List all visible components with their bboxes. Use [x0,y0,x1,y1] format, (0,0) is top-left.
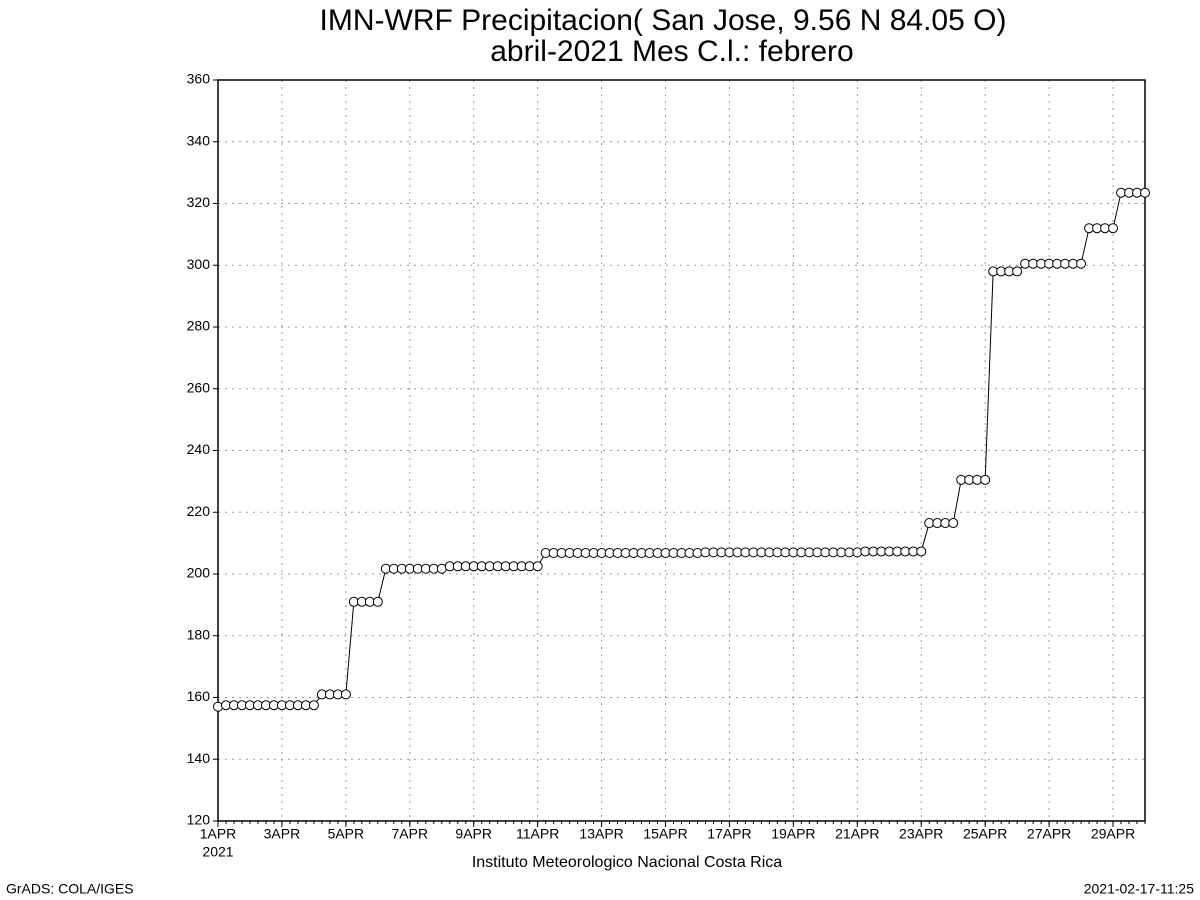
y-tick-label: 160 [187,688,211,704]
chart-title: IMN-WRF Precipitacion( San Jose, 9.56 N … [320,4,1007,37]
x-tick-label: 19APR [771,826,815,842]
footer-right: 2021-02-17-11:25 [1084,881,1194,897]
x-tick-label: 11APR [516,826,559,842]
y-tick-label: 360 [187,71,211,87]
data-point [1108,223,1119,234]
x-tick-label: 13APR [579,826,623,842]
x-tick-label: 25APR [963,826,1007,842]
data-point [980,474,991,485]
y-tick-label: 140 [187,750,211,766]
plot-frame [217,79,1146,822]
y-tick-label: 240 [187,441,211,457]
x-tick-label: 23APR [899,826,943,842]
caption: Instituto Meteorologico Nacional Costa R… [472,854,782,871]
data-point [1076,258,1087,269]
data-point [948,518,959,529]
x-tick-label: 5APR [328,826,365,842]
footer-left: GrADS: COLA/IGES [6,881,134,897]
chart-subtitle: abril-2021 Mes C.l.: febrero [490,35,854,68]
x-tick-label: 21APR [835,826,879,842]
data-point [916,546,927,557]
x-axis-year: 2021 [202,844,233,860]
y-tick-label: 280 [187,318,211,334]
y-tick-label: 220 [187,503,211,519]
y-tick-label: 180 [187,626,211,642]
x-tick-label: 17APR [707,826,751,842]
data-point [308,700,319,711]
x-tick-label: 15APR [643,826,687,842]
y-tick-label: 320 [187,194,211,210]
x-tick-label: 29APR [1091,826,1135,842]
y-tick-label: 340 [187,132,211,148]
data-point [372,596,383,607]
x-tick-label: 1APR [200,826,237,842]
data-point [340,689,351,700]
data-point [213,701,223,712]
y-tick-label: 120 [187,812,211,828]
x-tick-label: 3APR [264,826,301,842]
data-point [1140,187,1150,198]
x-tick-label: 9APR [455,826,492,842]
y-tick-label: 200 [187,565,211,581]
x-tick-label: 7APR [392,826,429,842]
data-point [532,561,543,572]
y-tick-label: 300 [187,256,211,272]
x-tick-label: 27APR [1027,826,1071,842]
y-tick-label: 260 [187,379,211,395]
data-point [1012,266,1023,277]
